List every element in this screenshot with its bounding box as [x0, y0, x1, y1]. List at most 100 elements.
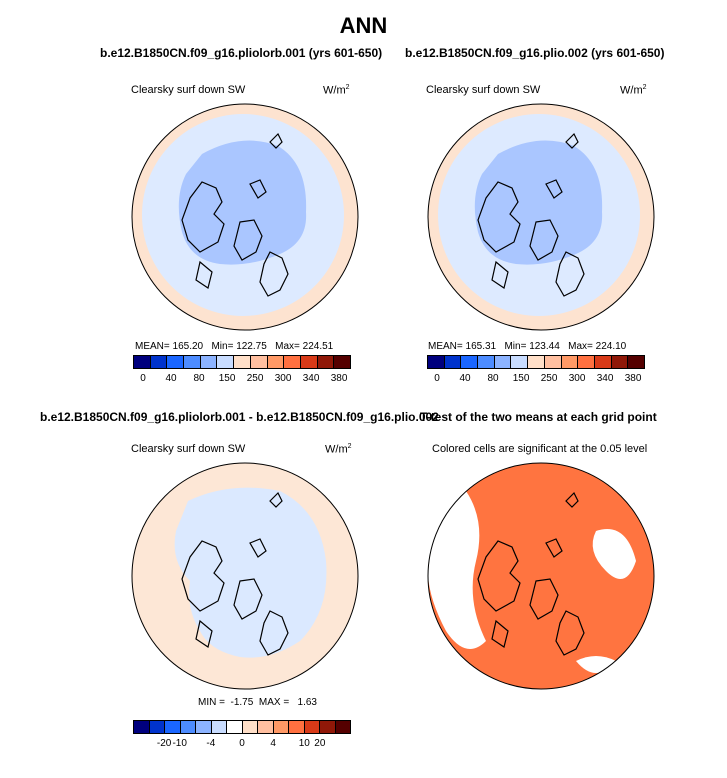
panel3-colorbar-tick: -4: [206, 738, 216, 749]
panel3-variable-label: Clearsky surf down SW: [131, 443, 246, 455]
panel2-colorbar-tick: 150: [512, 373, 530, 384]
panel2-colorbar-tick: 250: [540, 373, 558, 384]
panel1-colorbar-tick: 380: [330, 373, 348, 384]
panel1-colorbar-cell: [167, 356, 185, 368]
panel3-colorbar-cell: [258, 721, 274, 733]
panel1-colorbar-cell: [267, 356, 285, 368]
panel2-map-border: [427, 103, 655, 331]
panel1-min-value: 122.75: [236, 341, 267, 352]
panel2-case-title: b.e12.B1850CN.f09_g16.plio.002 (yrs 601-…: [405, 46, 665, 60]
panel3-negative-region: [174, 487, 327, 658]
panel2-min-label: Min=: [504, 341, 527, 352]
panel2-mean-value: 165.31: [465, 341, 497, 352]
panel1-mean-label: MEAN=: [135, 341, 170, 352]
panel1-colorbar: [133, 355, 351, 369]
panel1-map-border: [131, 103, 359, 331]
panel2-max-label: Max=: [568, 341, 593, 352]
panel1-land-outline: [181, 132, 289, 297]
panel1-units-base: W/m: [323, 84, 346, 97]
panel1-colorbar-tick: 80: [193, 373, 205, 384]
panel3-colorbar-tick: 0: [239, 738, 245, 749]
panel3-colorbar-tick: 4: [270, 738, 276, 749]
panel1-colorbar-tick: 40: [165, 373, 177, 384]
panel1-colorbar-tick: 0: [140, 373, 146, 384]
panel3-colorbar-cell: [273, 721, 289, 733]
panel2-min-value: 123.44: [529, 341, 560, 352]
panel3-units-exp: 2: [347, 443, 352, 450]
panel1-colorbar-cell: [317, 356, 335, 368]
panel1-colorbar-cell: [134, 356, 151, 368]
panel3-colorbar-cell: [335, 721, 350, 733]
panel3-colorbar-tick: 20: [314, 738, 326, 749]
panel1-colorbar-cell: [184, 356, 201, 368]
panel2-units-exp: 2: [642, 84, 647, 91]
panel1-colorbar-cell: [300, 356, 318, 368]
panel4-case-title: T-test of the two means at each grid poi…: [420, 410, 657, 424]
panel3-colorbar-tick: -10: [172, 738, 187, 749]
panel3-colorbar-tick: -20: [156, 738, 172, 749]
panel3-min-value: -1.75: [230, 697, 254, 708]
panel2-polar-region: [474, 140, 603, 265]
panel3-map: [131, 462, 359, 690]
panel2-colorbar-tick: 0: [434, 373, 440, 384]
panel1-colorbar-tick: 340: [302, 373, 320, 384]
panel4-significant-field: [428, 463, 654, 689]
panel1-colorbar-tick: 300: [274, 373, 292, 384]
panel2-max-value: 224.10: [595, 341, 627, 352]
panel2-colorbar: [427, 355, 645, 369]
panel1-min-label: Min=: [211, 341, 234, 352]
panel2-colorbar-cell: [528, 356, 545, 368]
panel1-units-exp: 2: [345, 84, 350, 91]
panel1-colorbar-tick: 150: [218, 373, 236, 384]
panel2-variable-label: Clearsky surf down SW: [426, 84, 541, 96]
panel2-colorbar-tick: 340: [596, 373, 614, 384]
panel1-max-value: 224.51: [302, 341, 334, 352]
panel3-colorbar-cell: [165, 721, 181, 733]
panel2-mean-label: MEAN=: [428, 341, 463, 352]
panel2-colorbar-cell: [578, 356, 595, 368]
panel3-colorbar-cell: [196, 721, 212, 733]
panel2-colorbar-tick: 300: [568, 373, 586, 384]
panel2-colorbar-cell: [544, 356, 562, 368]
panel3-colorbar-cell: [180, 721, 196, 733]
panel3-land-outline: [181, 491, 289, 656]
panel4-subtitle: Colored cells are significant at the 0.0…: [432, 443, 648, 455]
panel4-nonsig-region-west: [428, 491, 486, 649]
panel1-max-label: Max=: [275, 341, 300, 352]
panel2-colorbar-tick: 380: [624, 373, 642, 384]
panel2-units-base: W/m: [620, 84, 643, 97]
panel1-variable-label: Clearsky surf down SW: [131, 84, 246, 96]
panel2-colorbar-cell: [478, 356, 495, 368]
panel1-case-title: b.e12.B1850CN.f09_g16.pliolorb.001 (yrs …: [100, 46, 383, 60]
panel2-colorbar-cell: [444, 356, 462, 368]
panel4-map: [427, 462, 655, 690]
panel2-colorbar-cell: [428, 356, 445, 368]
panel3-colorbar-cell: [134, 721, 150, 733]
panel1-units: W/m2: [323, 84, 350, 97]
panel1-colorbar-cell: [250, 356, 268, 368]
panel3-max-value: 1.63: [297, 697, 317, 708]
panel3-colorbar-cell: [289, 721, 305, 733]
panel2-stats: MEAN= 165.31 Min= 123.44 Max= 224.10: [428, 341, 626, 352]
panel4-land-outline: [477, 491, 585, 656]
panel2-colorbar-cell: [461, 356, 479, 368]
panel2-map: [427, 103, 655, 331]
panel3-case-title: b.e12.B1850CN.f09_g16.pliolorb.001 - b.e…: [40, 410, 439, 424]
panel2-units: W/m2: [620, 84, 647, 97]
panel2-colorbar-cell: [594, 356, 612, 368]
panel1-map: [131, 103, 359, 331]
panel1-polar-region: [178, 140, 307, 265]
panel2-colorbar-tick: 80: [487, 373, 499, 384]
figure-title: ANN: [339, 13, 388, 38]
panel1-colorbar-cell: [234, 356, 251, 368]
panel4-nonsig-region-east: [592, 529, 636, 579]
panel3-units-base: W/m: [325, 443, 348, 456]
panel1-colorbar-tick: 250: [246, 373, 264, 384]
panel2-colorbar-cell: [494, 356, 512, 368]
panel1-colorbar-cell: [334, 356, 350, 368]
panel1-mean-value: 165.20: [172, 341, 204, 352]
panel2-colorbar-cell: [561, 356, 579, 368]
panel2-colorbar-cell: [628, 356, 644, 368]
panel3-colorbar-cell: [211, 721, 227, 733]
panel3-colorbar-cell: [149, 721, 165, 733]
